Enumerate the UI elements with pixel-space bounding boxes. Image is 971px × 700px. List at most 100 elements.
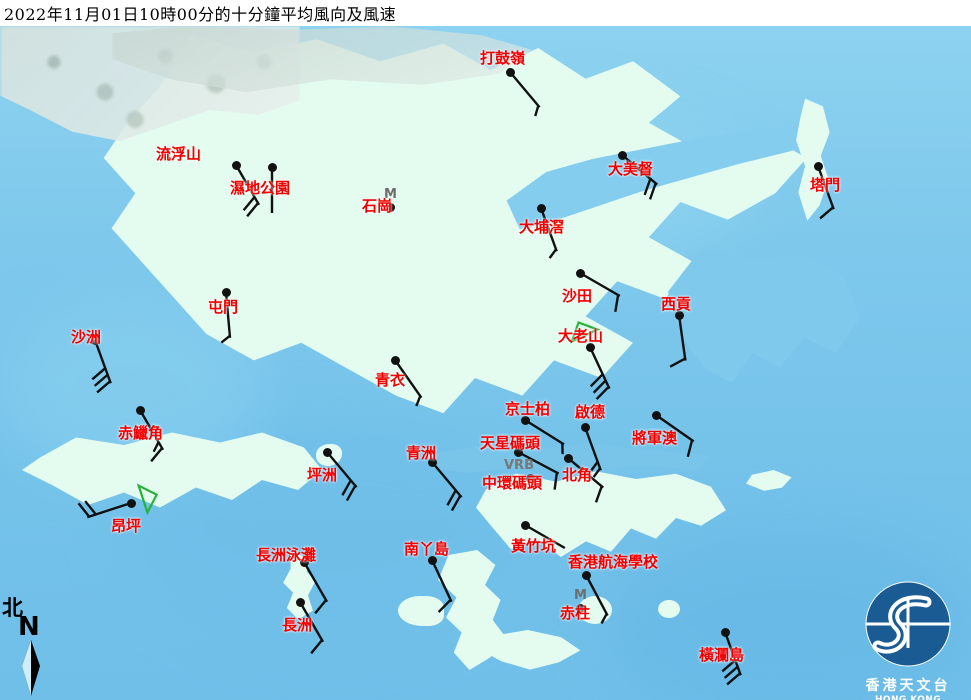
wind-barb-icon bbox=[655, 414, 695, 458]
wind-barb-icon bbox=[579, 271, 621, 313]
station-label: 塔門 bbox=[810, 176, 841, 194]
station-dot bbox=[580, 422, 590, 432]
wind-barb-icon bbox=[583, 426, 602, 478]
station-dot bbox=[520, 520, 530, 530]
station-label: 坪洲 bbox=[307, 466, 338, 484]
station-dot bbox=[520, 415, 530, 425]
station-dot bbox=[231, 160, 241, 170]
wind-barb-icon bbox=[509, 71, 541, 117]
station-dot bbox=[126, 498, 136, 508]
station-dot bbox=[575, 603, 585, 613]
station-dot bbox=[299, 557, 309, 567]
station-dot bbox=[90, 335, 100, 345]
wind-barb-icon bbox=[270, 167, 274, 213]
wind-barb-icon bbox=[517, 450, 560, 490]
gust-triangle-icon bbox=[569, 321, 601, 344]
station-label: 長洲泳灘 bbox=[256, 546, 317, 564]
station-dot bbox=[427, 457, 437, 467]
missing-data-flag: M bbox=[384, 187, 397, 202]
station-dot bbox=[617, 150, 627, 160]
station-label: 石崗 bbox=[362, 197, 393, 215]
compass-rose: 北 N bbox=[2, 592, 76, 698]
station-dot bbox=[427, 555, 437, 565]
variable-wind-flag: VRB bbox=[504, 458, 534, 473]
wind-barb-icon bbox=[326, 451, 358, 502]
station-label: 屯門 bbox=[208, 298, 239, 316]
wind-barb-icon bbox=[524, 418, 565, 455]
station-label: 大埔滘 bbox=[519, 218, 565, 236]
station-dot bbox=[267, 162, 277, 172]
station-label: 香港航海學校 bbox=[568, 553, 659, 571]
station-label: 沙田 bbox=[562, 287, 593, 305]
wind-barb-icon bbox=[539, 207, 558, 259]
station-label: 流浮山 bbox=[156, 145, 202, 163]
station-dot bbox=[651, 410, 661, 420]
station-label: 長洲 bbox=[282, 616, 313, 634]
hko-logo: 香港天文台 HONG KONG OBSERVATORY bbox=[848, 578, 968, 700]
wind-barb-icon bbox=[584, 574, 609, 624]
land-islet-south-a bbox=[398, 596, 444, 626]
compass-label-en: N bbox=[18, 612, 40, 642]
station-label: 沙洲 bbox=[71, 328, 102, 346]
compass-label-cn: 北 bbox=[2, 595, 23, 620]
wind-barb-icon bbox=[431, 461, 463, 512]
station-dot bbox=[525, 473, 535, 483]
page-title: 2022年11月01日10時00分的十分鐘平均風向及風速 bbox=[4, 5, 397, 24]
station-dot bbox=[135, 405, 145, 415]
station-dot bbox=[221, 287, 231, 297]
station-label: 大老山 bbox=[558, 327, 604, 345]
station-dot bbox=[513, 447, 523, 457]
wind-barb-icon bbox=[91, 339, 112, 394]
station-label: 打鼓嶺 bbox=[480, 49, 526, 67]
station-dot bbox=[295, 597, 305, 607]
wind-barb-icon bbox=[669, 314, 687, 368]
station-label: 將軍澳 bbox=[632, 429, 678, 447]
station-dot bbox=[563, 453, 573, 463]
missing-data-flag: M bbox=[574, 588, 587, 603]
wind-barb-icon bbox=[302, 561, 329, 615]
station-label: 天星碼頭 bbox=[480, 434, 541, 452]
wind-barb-icon bbox=[234, 164, 261, 218]
station-dot bbox=[720, 627, 730, 637]
land-ninepin bbox=[746, 470, 792, 491]
wind-barb-icon bbox=[567, 457, 605, 503]
compass-needle-icon bbox=[22, 640, 40, 696]
station-dot bbox=[322, 447, 332, 457]
station-label: 青洲 bbox=[406, 444, 437, 462]
wind-barb-icon bbox=[77, 483, 159, 519]
wind-barb-icon bbox=[816, 165, 835, 220]
station-label: 西貢 bbox=[661, 295, 692, 313]
station-dot bbox=[536, 203, 546, 213]
station-dot bbox=[674, 310, 684, 320]
wind-barb-icon bbox=[524, 523, 566, 550]
station-label: 濕地公園 bbox=[230, 179, 291, 197]
station-dot bbox=[813, 161, 823, 171]
wind-barb-icon bbox=[721, 631, 742, 686]
station-dot bbox=[505, 67, 515, 77]
station-dot bbox=[390, 355, 400, 365]
station-label: 青衣 bbox=[375, 371, 406, 389]
station-label: 赤鱲角 bbox=[118, 424, 164, 442]
gust-triangle-icon bbox=[136, 483, 159, 516]
station-dot bbox=[585, 342, 595, 352]
hko-name-en: HONG KONG OBSERVATORY bbox=[875, 695, 941, 700]
wind-barb-icon bbox=[430, 559, 453, 613]
title-bar: 2022年11月01日10時00分的十分鐘平均風向及風速 bbox=[0, 0, 971, 26]
hko-name-cn: 香港天文台 bbox=[865, 678, 951, 694]
station-dot bbox=[575, 268, 585, 278]
hko-emblem-icon bbox=[865, 581, 951, 667]
station-label: 北角 bbox=[562, 466, 593, 484]
land-islet-east bbox=[658, 600, 680, 618]
station-label: 啟德 bbox=[575, 403, 606, 421]
wind-barb-icon bbox=[394, 359, 423, 407]
station-label: 大美督 bbox=[608, 160, 654, 178]
wind-barb-icon bbox=[220, 291, 232, 344]
wind-barb-icon bbox=[621, 154, 659, 200]
station-label: 南丫島 bbox=[404, 540, 450, 558]
station-dot bbox=[385, 202, 395, 212]
station-label: 赤柱 bbox=[560, 604, 591, 622]
station-label: 京士柏 bbox=[505, 400, 551, 418]
wind-barb-icon bbox=[569, 321, 611, 400]
station-label: 橫瀾島 bbox=[699, 646, 745, 664]
